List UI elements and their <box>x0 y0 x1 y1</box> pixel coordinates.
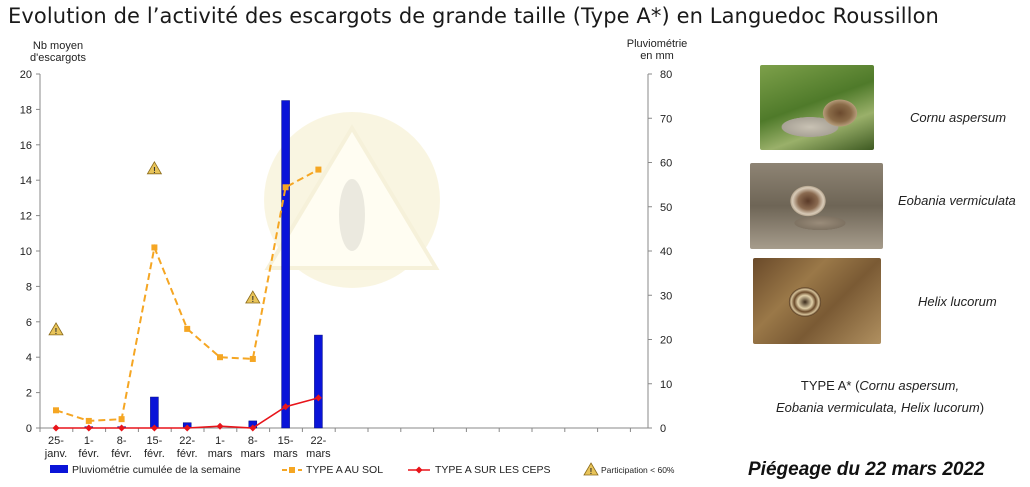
sol-series-point <box>85 417 92 424</box>
y-right-axis-title: Pluviométrie en mm <box>612 38 702 62</box>
species-label-helix: Helix lucorum <box>918 294 997 309</box>
rain-bar <box>281 100 290 429</box>
trap-date: Piégeage du 22 mars 2022 <box>748 459 985 480</box>
ceps-series-point <box>216 422 224 430</box>
x-tick-label: 15-févr. <box>144 435 165 460</box>
x-tick-label: 22-févr. <box>177 435 198 460</box>
legend-rain-swatch <box>50 465 68 473</box>
svg-text:!: ! <box>251 295 254 304</box>
ceps-series-point <box>85 424 93 432</box>
species-label-eobania: Eobania vermiculata <box>898 193 1016 208</box>
y-right-tick-label: 50 <box>660 202 672 214</box>
y-left-tick-label: 12 <box>20 211 32 223</box>
x-tick-label: 25-janv. <box>44 435 67 460</box>
y-left-tick-label: 4 <box>26 352 32 364</box>
ceps-series-point <box>150 424 158 432</box>
snail-photo-cornu <box>760 65 874 150</box>
legend-rain-label: Pluviométrie cumulée de la semaine <box>72 464 241 476</box>
ceps-series-point <box>118 424 126 432</box>
y-left-tick-label: 0 <box>26 423 32 435</box>
y-right-tick-label: 10 <box>660 379 672 391</box>
sol-series-point <box>217 354 223 361</box>
x-tick-label: 8-févr. <box>111 435 132 460</box>
type-note-suffix: ) <box>979 400 985 415</box>
y-left-tick-label: 16 <box>20 140 32 152</box>
y-right-axis-title-line1: Pluviométrie <box>626 38 688 50</box>
y-right-tick-label: 30 <box>660 290 672 302</box>
y-right-tick-label: 60 <box>660 158 672 170</box>
participation-warning-icon: ! <box>146 161 163 175</box>
legend-ceps-label: TYPE A SUR LES CEPS <box>435 464 551 476</box>
legend-ceps-point <box>415 466 423 474</box>
ceps-series-point <box>314 394 322 402</box>
sol-series-point <box>53 407 59 414</box>
y-right-axis-title-line2: en mm <box>640 50 674 62</box>
y-right-tick-label: 40 <box>660 246 672 258</box>
y-left-axis-title-line2: d'escargots <box>30 52 86 64</box>
y-left-tick-label: 20 <box>20 69 32 81</box>
ceps-series-point <box>183 424 191 432</box>
y-left-tick-label: 10 <box>20 246 32 258</box>
svg-text:!: ! <box>590 467 593 476</box>
sol-series-line <box>55 168 319 422</box>
sol-series-point <box>118 416 125 423</box>
type-note-prefix: TYPE A* ( <box>800 378 860 393</box>
rain-bar <box>150 396 159 429</box>
x-tick-label: 1-févr. <box>78 435 99 460</box>
legend-warning-icon: ! <box>583 462 599 476</box>
rain-bar <box>314 334 323 429</box>
y-left-tick-label: 2 <box>26 388 32 400</box>
legend-participation-label: Participation < 60% <box>601 465 675 475</box>
page-title: Evolution de l’activité des escargots de… <box>8 4 939 28</box>
y-left-tick-label: 18 <box>20 104 32 116</box>
activity-chart: 0 2 4 6 8 10 12 14 16 18 20 0 10 20 30 40 50 60 70 80 25-jan… <box>20 69 675 476</box>
y-left-tick-label: 14 <box>20 175 32 187</box>
y-left-axis-title: Nb moyen d'escargots <box>22 40 94 64</box>
legend-sol-point <box>289 467 295 473</box>
ceps-series-point <box>249 424 257 432</box>
ceps-series-point <box>52 424 60 432</box>
svg-text:!: ! <box>55 327 58 336</box>
y-right-tick-label: 0 <box>660 423 666 435</box>
svg-text:!: ! <box>153 166 156 175</box>
y-left-axis-title-line1: Nb moyen <box>32 40 84 52</box>
ceps-series-point <box>282 403 290 411</box>
y-right-tick-label: 20 <box>660 335 672 347</box>
sol-series-point <box>282 184 289 191</box>
sol-series-point <box>151 244 158 251</box>
y-right-tick-label: 70 <box>660 113 672 125</box>
snail-photo-eobania <box>750 163 883 249</box>
legend-sol-label: TYPE A AU SOL <box>306 464 383 476</box>
sol-series-point <box>315 166 322 173</box>
snail-photo-helix <box>753 258 881 344</box>
x-tick-label: 1-mars <box>208 435 233 460</box>
watermark-logo-icon <box>264 112 440 288</box>
x-tick-label: 8-mars <box>241 435 266 460</box>
sol-series-point <box>249 355 256 362</box>
sol-series-point <box>184 325 191 332</box>
y-right-tick-label: 80 <box>660 69 672 81</box>
participation-warning-icon: ! <box>245 290 261 304</box>
x-tick-label: 15-mars <box>273 435 298 460</box>
species-label-cornu: Cornu aspersum <box>910 110 1007 125</box>
x-tick-label: 22-mars <box>306 435 331 460</box>
type-note: TYPE A* (Cornu aspersum, Eobania vermicu… <box>735 375 1025 419</box>
type-note-species-2: Eobania vermiculata, Helix lucorum <box>775 400 980 415</box>
y-left-tick-label: 6 <box>26 317 32 329</box>
y-left-tick-label: 8 <box>26 281 32 293</box>
type-note-species-1: Cornu aspersum, <box>859 378 960 393</box>
participation-warning-icon: ! <box>48 322 64 336</box>
